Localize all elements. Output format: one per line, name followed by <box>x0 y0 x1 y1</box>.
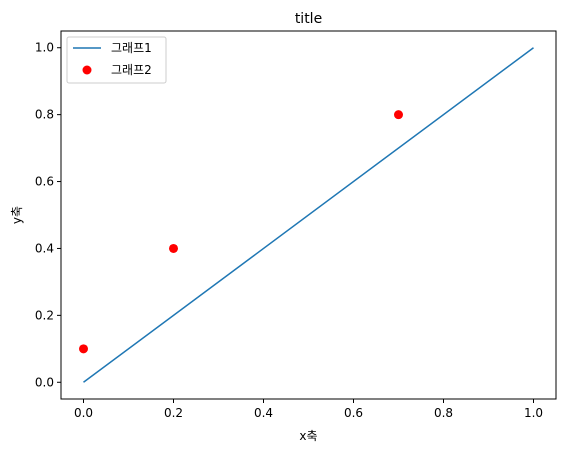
scatter-point <box>169 243 178 253</box>
y-axis-title: y축 <box>10 206 24 224</box>
x-tick-label: 0.6 <box>344 406 363 420</box>
x-tick-label: 0.4 <box>254 406 273 420</box>
legend-label-series-1: 그래프1 <box>111 41 152 55</box>
legend-marker-swatch <box>82 65 92 75</box>
y-tick-label: 0.4 <box>35 241 54 255</box>
x-tick-label: 1.0 <box>524 406 543 420</box>
chart-title: title <box>295 11 322 27</box>
x-tick-label: 0.2 <box>164 406 183 420</box>
x-axis-title: x축 <box>299 429 317 443</box>
y-tick-label: 0.6 <box>35 175 54 189</box>
y-tick-label: 0.0 <box>35 375 54 389</box>
plot-frame <box>60 30 557 400</box>
x-tick-label: 0.8 <box>434 406 453 420</box>
y-tick-label: 0.8 <box>35 108 54 122</box>
y-tick-label: 0.2 <box>35 308 54 322</box>
legend: 그래프1 그래프2 <box>66 36 167 84</box>
scatter-point <box>394 110 403 120</box>
x-tick-label: 0.0 <box>74 406 93 420</box>
series-line-1 <box>83 47 534 383</box>
x-ticks: 0.0 0.2 0.4 0.6 0.8 1.0 <box>74 399 543 420</box>
scatter-point <box>79 344 88 354</box>
legend-label-series-2: 그래프2 <box>111 63 152 77</box>
y-tick-label: 1.0 <box>35 41 54 55</box>
series-layer <box>79 47 534 383</box>
y-ticks: 0.0 0.2 0.4 0.6 0.8 1.0 <box>35 41 61 389</box>
